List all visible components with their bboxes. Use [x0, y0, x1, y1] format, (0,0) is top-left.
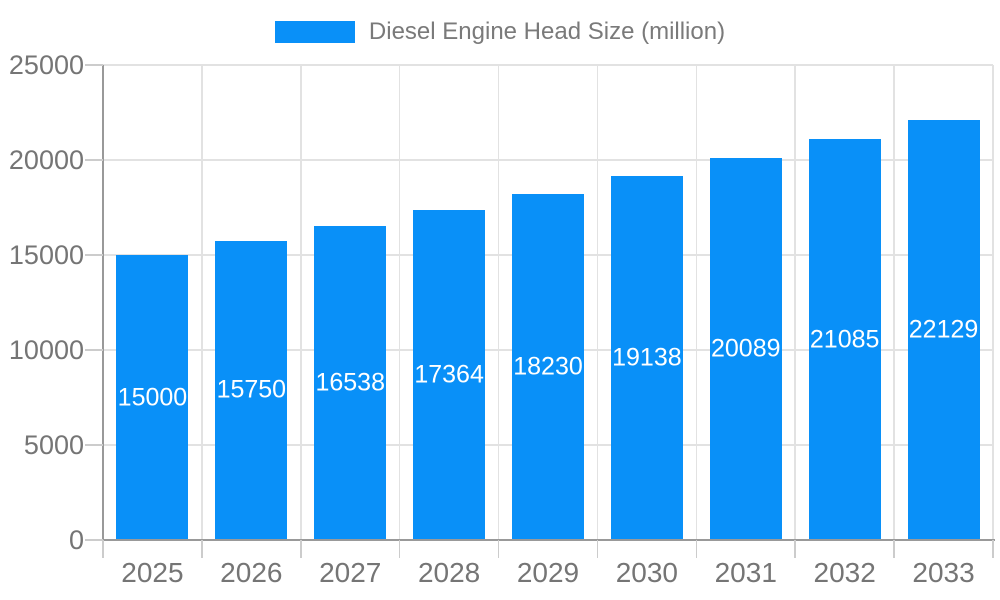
- x-gridline: [893, 65, 895, 540]
- y-tick-label: 25000: [8, 50, 84, 80]
- x-tick-mark: [102, 540, 104, 558]
- x-tick-label: 2030: [615, 557, 679, 588]
- bar: 20089: [709, 158, 782, 540]
- y-tick-label: 10000: [8, 335, 84, 365]
- x-tick-mark: [398, 540, 401, 558]
- x-tick-label: 2025: [121, 557, 184, 588]
- y-tick-mark: [85, 159, 103, 161]
- bar: 21085: [808, 139, 881, 540]
- bar-value-label: 20089: [711, 334, 781, 363]
- x-gridline: [992, 65, 994, 540]
- x-tick-mark: [992, 540, 994, 558]
- legend-label: Diesel Engine Head Size (million): [368, 18, 726, 45]
- y-tick-mark: [85, 444, 103, 446]
- plot-area: 15000 15750 16538 17364 18230 19138 20089 21085…: [103, 64, 994, 540]
- y-tick-label: 0: [68, 525, 84, 555]
- bar: 16538: [314, 225, 387, 540]
- legend-swatch: [274, 21, 355, 43]
- x-gridline: [695, 65, 698, 540]
- bar-value-label: 15000: [117, 383, 188, 411]
- x-tick-label: 2028: [417, 557, 481, 588]
- x-tick-mark: [201, 540, 203, 558]
- bar: 22129: [907, 119, 980, 540]
- x-gridline: [596, 65, 599, 540]
- y-tick-label: 15000: [8, 240, 84, 270]
- x-tick-mark: [300, 540, 302, 558]
- bar-value-label: 17364: [414, 360, 484, 389]
- x-gridline: [398, 65, 401, 540]
- y-tick-label: 20000: [8, 145, 84, 175]
- x-tick-label: 2031: [714, 557, 777, 588]
- bar: 19138: [610, 176, 683, 540]
- y-tick-mark: [85, 64, 103, 66]
- x-gridline: [794, 65, 796, 540]
- y-tick-mark: [85, 349, 103, 351]
- x-tick-label: 2026: [220, 557, 283, 588]
- bar: 15000: [116, 255, 189, 540]
- y-axis-line: [102, 65, 104, 540]
- bar-value-label: 22129: [908, 315, 979, 344]
- bar: 17364: [413, 210, 486, 540]
- x-gridline: [497, 65, 500, 540]
- x-tick-label: 2029: [516, 557, 580, 588]
- x-axis-line: [95, 539, 995, 541]
- y-tick-mark: [85, 254, 103, 256]
- bar-value-label: 15750: [216, 375, 287, 404]
- x-tick-label: 2027: [319, 557, 382, 588]
- bar-value-label: 19138: [612, 343, 682, 372]
- x-tick-label: 2032: [813, 557, 876, 588]
- bar-value-label: 21085: [809, 325, 880, 354]
- bar: 15750: [215, 240, 288, 540]
- x-tick-mark: [497, 540, 500, 558]
- y-tick-label: 5000: [23, 430, 84, 460]
- x-tick-label: 2033: [912, 557, 975, 588]
- bar-value-label: 18230: [513, 352, 583, 381]
- x-gridline: [201, 65, 203, 540]
- x-tick-mark: [596, 540, 599, 558]
- x-tick-mark: [695, 540, 698, 558]
- chart-legend: Diesel Engine Head Size (million): [0, 16, 1000, 48]
- y-gridline: [103, 159, 993, 161]
- x-tick-mark: [794, 540, 796, 558]
- bar-value-label: 16538: [315, 368, 385, 397]
- bar: 18230: [512, 193, 584, 540]
- x-tick-mark: [893, 540, 895, 558]
- x-gridline: [300, 65, 302, 540]
- y-tick-mark: [85, 539, 103, 541]
- y-gridline: [103, 64, 993, 66]
